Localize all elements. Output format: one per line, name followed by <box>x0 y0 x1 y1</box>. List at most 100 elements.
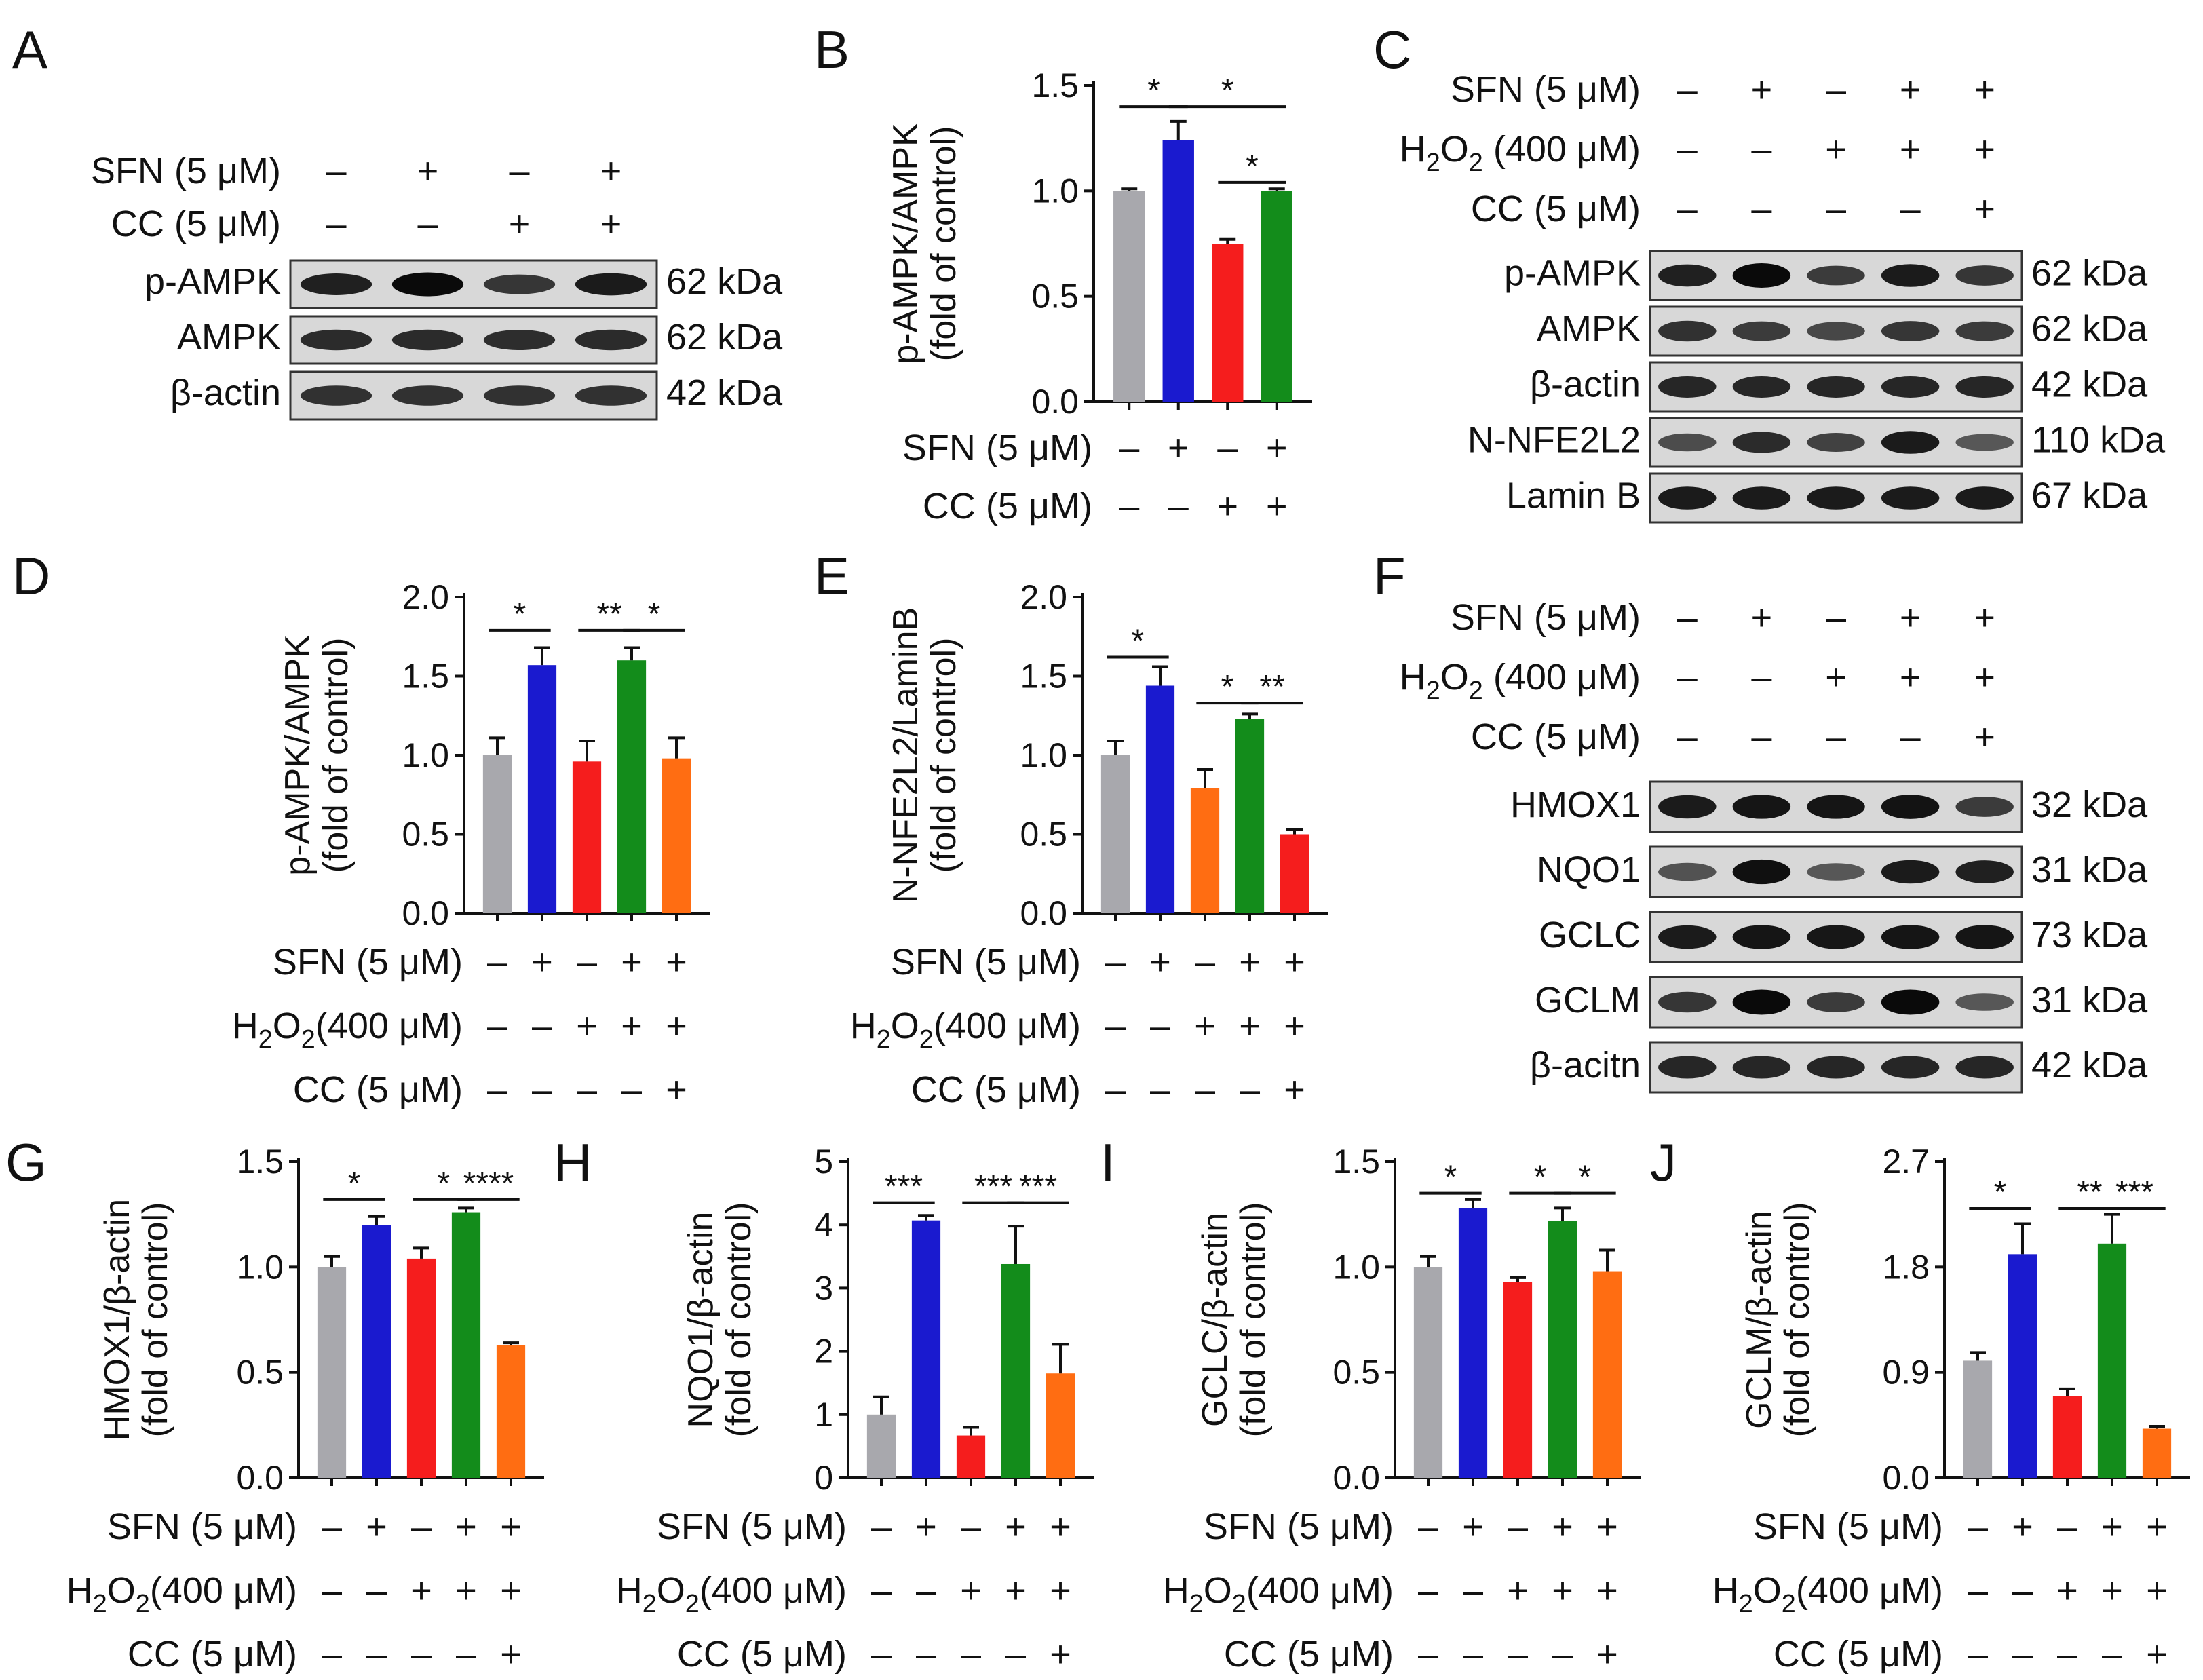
significance-marker: * <box>1994 1175 2007 1210</box>
y-tick-label: 2 <box>814 1333 833 1371</box>
condition-label: H2O2 (400 μM) <box>1400 129 1641 177</box>
condition-label: H2O2(400 μM) <box>232 1006 463 1054</box>
condition-sign: – <box>1677 597 1698 638</box>
condition-sign: – <box>1826 189 1846 229</box>
condition-sign: + <box>666 1006 687 1046</box>
condition-sign: – <box>487 942 507 982</box>
blot-band <box>1732 375 1791 398</box>
condition-sign: + <box>576 1006 598 1046</box>
condition-sign: + <box>1050 1570 1071 1611</box>
tspan-h: H <box>232 1006 258 1046</box>
y-axis-label: GCLM/β-actin <box>1740 1210 1779 1429</box>
tspan-rest: (400 μM) <box>1483 129 1641 170</box>
blot-band <box>1807 992 1865 1012</box>
tspan-h: H <box>616 1570 643 1611</box>
tspan-sub: 2 <box>1739 1590 1753 1618</box>
condition-sign: – <box>1677 717 1698 757</box>
condition-sign: – <box>1677 69 1698 110</box>
condition-sign: – <box>916 1634 936 1675</box>
tspan-sub: 2 <box>1469 149 1483 177</box>
y-axis-label: p-AMPK/AMPK <box>886 123 925 364</box>
condition-sign: + <box>1974 657 1995 698</box>
y-axis-label: (fold of control) <box>719 1202 759 1438</box>
blot-band <box>300 329 372 351</box>
condition-sign: – <box>577 942 597 982</box>
tspan-rest: (400 μM) <box>1796 1570 1943 1611</box>
y-tick-label: 0.5 <box>1031 278 1079 316</box>
condition-label: H2O2(400 μM) <box>66 1570 297 1618</box>
y-tick-label: 0.0 <box>1882 1459 1930 1497</box>
blot-band <box>1955 321 2014 341</box>
tspan-sub: 2 <box>1426 676 1440 705</box>
tspan-sub: 2 <box>136 1590 150 1618</box>
condition-sign: + <box>666 942 687 982</box>
tspan-rest: (400 μM) <box>150 1570 297 1611</box>
bar <box>1145 685 1175 913</box>
blot-band <box>391 329 464 351</box>
bar <box>2142 1428 2172 1478</box>
condition-sign: – <box>1195 1069 1215 1110</box>
tspan-sub: 2 <box>919 1025 934 1054</box>
condition-sign: – <box>411 1634 432 1675</box>
condition-label: SFN (5 μM) <box>1451 69 1641 110</box>
bar <box>1001 1263 1031 1478</box>
tspan-h: H <box>66 1570 93 1611</box>
significance-marker: ** <box>596 596 621 632</box>
condition-sign: + <box>1284 942 1305 982</box>
bar <box>911 1220 941 1478</box>
y-tick-label: 1.5 <box>1020 657 1067 695</box>
significance-marker: *** <box>974 1169 1012 1205</box>
blot-band <box>1732 432 1791 453</box>
panel-label-i: I <box>1100 1132 1115 1192</box>
condition-sign: – <box>1119 486 1139 527</box>
condition-sign: + <box>600 151 622 191</box>
bar <box>956 1435 986 1478</box>
bar <box>482 755 512 913</box>
condition-sign: – <box>961 1634 981 1675</box>
bar <box>572 761 602 913</box>
condition-sign: + <box>1974 189 1995 229</box>
condition-label: CC (5 μM) <box>293 1069 463 1110</box>
y-axis-label: N-NFE2L2/LaminB <box>886 607 925 903</box>
blot-band <box>1881 860 1940 884</box>
condition-sign: – <box>1217 427 1238 468</box>
y-tick-label: 0.9 <box>1882 1354 1930 1392</box>
condition-label: CC (5 μM) <box>1774 1634 1943 1675</box>
blot-kda-label: 62 kDa <box>666 317 783 358</box>
condition-sign: – <box>1968 1634 1988 1675</box>
panel-a: A SFN (5 μM) – + – + CC (5 μM) – – + + p-AMPK 62 kDa… <box>12 20 783 421</box>
bar <box>1100 755 1130 913</box>
condition-sign: – <box>532 1006 552 1046</box>
condition-sign: + <box>1005 1506 1027 1547</box>
condition-sign: + <box>2146 1634 2168 1675</box>
blot-protein-label: β-actin <box>170 373 281 413</box>
condition-sign: + <box>1284 1006 1305 1046</box>
blot-band <box>1658 991 1717 1013</box>
condition-sign: + <box>2101 1570 2123 1611</box>
tspan-o: O <box>891 1006 919 1046</box>
blot-band <box>1807 863 1865 881</box>
y-tick-label: 0.0 <box>1031 383 1079 421</box>
blot-band <box>1658 795 1717 819</box>
bar <box>1280 834 1309 913</box>
y-axis-label: p-AMPK/AMPK <box>278 634 318 876</box>
bar <box>1458 1208 1488 1478</box>
condition-sign: + <box>500 1570 522 1611</box>
blot-band <box>1955 925 2014 949</box>
condition-sign: + <box>1596 1506 1618 1547</box>
condition-sign: – <box>2057 1634 2077 1675</box>
condition-sign: + <box>1900 69 1921 110</box>
condition-sign: + <box>1239 1006 1261 1046</box>
condition-sign: + <box>1266 486 1288 527</box>
tspan-rest: (400 μM) <box>315 1006 463 1046</box>
significance-marker: * <box>1221 73 1234 109</box>
bar <box>1963 1360 1993 1478</box>
condition-label: SFN (5 μM) <box>657 1506 847 1547</box>
condition-sign: + <box>1596 1570 1618 1611</box>
blot-band <box>1732 321 1791 341</box>
condition-label: CC (5 μM) <box>911 1069 1081 1110</box>
blot-band <box>1955 993 2014 1011</box>
blot-band <box>1955 486 2014 510</box>
bar <box>2052 1396 2082 1478</box>
tspan-sub: 2 <box>877 1025 891 1054</box>
